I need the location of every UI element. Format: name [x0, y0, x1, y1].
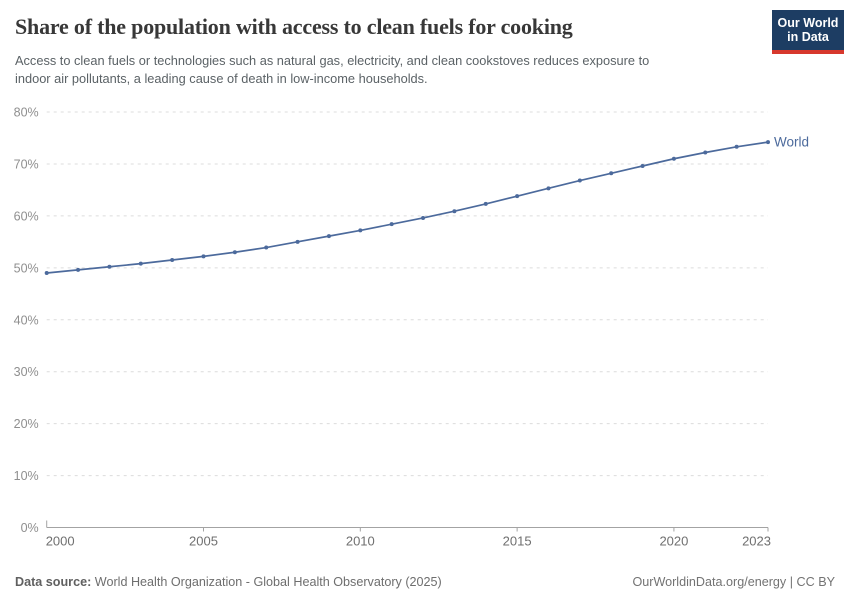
- chart-area[interactable]: 0% 10% 20% 30% 40% 50% 60% 70% 80% 2000 2005 2010 20…: [0, 100, 850, 560]
- y-tick-label-40: 40%: [14, 313, 39, 327]
- data-point-2014[interactable]: [483, 201, 488, 206]
- data-point-2010[interactable]: [358, 228, 363, 233]
- owid-logo-line2: in Data: [787, 30, 829, 44]
- x-tick-label-2020: 2020: [659, 534, 688, 549]
- y-tick-label-70: 70%: [14, 157, 39, 171]
- data-point-2011[interactable]: [389, 222, 394, 227]
- line-chart[interactable]: 0% 10% 20% 30% 40% 50% 60% 70% 80% 2000 2005 2010 20…: [0, 100, 850, 560]
- data-point-2008[interactable]: [295, 239, 300, 244]
- data-point-2017[interactable]: [577, 178, 582, 183]
- chart-footer: Data source: World Health Organization -…: [15, 575, 835, 589]
- data-point-2020[interactable]: [671, 156, 676, 161]
- y-tick-label-10: 10%: [14, 469, 39, 483]
- data-point-2013[interactable]: [452, 209, 457, 214]
- chart-subtitle: Access to clean fuels or technologies su…: [15, 52, 775, 87]
- owid-url-link[interactable]: OurWorldinData.org/energy: [632, 575, 787, 589]
- data-point-2001[interactable]: [76, 267, 81, 272]
- data-point-2003[interactable]: [138, 261, 143, 266]
- data-point-2002[interactable]: [107, 264, 112, 269]
- data-point-2019[interactable]: [640, 164, 645, 169]
- y-tick-label-50: 50%: [14, 261, 39, 275]
- y-tick-label-20: 20%: [14, 417, 39, 431]
- data-source: Data source: World Health Organization -…: [15, 575, 442, 589]
- world-line[interactable]: [46, 141, 769, 274]
- data-point-2007[interactable]: [264, 245, 269, 250]
- chart-title: Share of the population with access to c…: [15, 14, 573, 39]
- data-point-2022[interactable]: [734, 144, 739, 149]
- x-tick-label-2015: 2015: [503, 534, 532, 549]
- y-tick-label-30: 30%: [14, 365, 39, 379]
- x-tick-label-2000: 2000: [46, 534, 75, 549]
- data-point-2016[interactable]: [546, 186, 551, 191]
- data-source-text: World Health Organization - Global Healt…: [91, 575, 442, 589]
- y-tick-label-0: 0%: [21, 521, 39, 535]
- footer-links[interactable]: OurWorldinData.org/energy | CC BY: [632, 575, 835, 589]
- data-point-2018[interactable]: [609, 171, 614, 176]
- chart-subtitle-line2: indoor air pollutants, a leading cause o…: [15, 70, 428, 86]
- data-point-2005[interactable]: [201, 254, 206, 259]
- data-point-2023[interactable]: [766, 140, 770, 145]
- data-source-label: Data source:: [15, 575, 92, 589]
- owid-logo[interactable]: Our World in Data: [772, 10, 844, 54]
- footer-separator: |: [786, 575, 797, 589]
- data-point-2009[interactable]: [326, 234, 331, 239]
- x-tick-label-2005: 2005: [189, 534, 218, 549]
- license-link[interactable]: CC BY: [796, 575, 836, 589]
- x-tick-label-2023: 2023: [742, 534, 771, 549]
- x-tick-label-2010: 2010: [346, 534, 375, 549]
- series-label-world[interactable]: World: [774, 135, 809, 150]
- y-tick-label-80: 80%: [14, 106, 39, 120]
- data-point-2004[interactable]: [170, 258, 175, 263]
- data-point-2021[interactable]: [703, 150, 708, 155]
- data-point-2015[interactable]: [515, 194, 520, 199]
- y-tick-label-60: 60%: [14, 209, 39, 223]
- data-point-2012[interactable]: [421, 215, 426, 220]
- data-point-2000[interactable]: [44, 271, 49, 276]
- owid-logo-line1: Our World: [777, 16, 839, 30]
- chart-subtitle-line1: Access to clean fuels or technologies su…: [15, 53, 650, 68]
- data-point-2006[interactable]: [232, 250, 237, 255]
